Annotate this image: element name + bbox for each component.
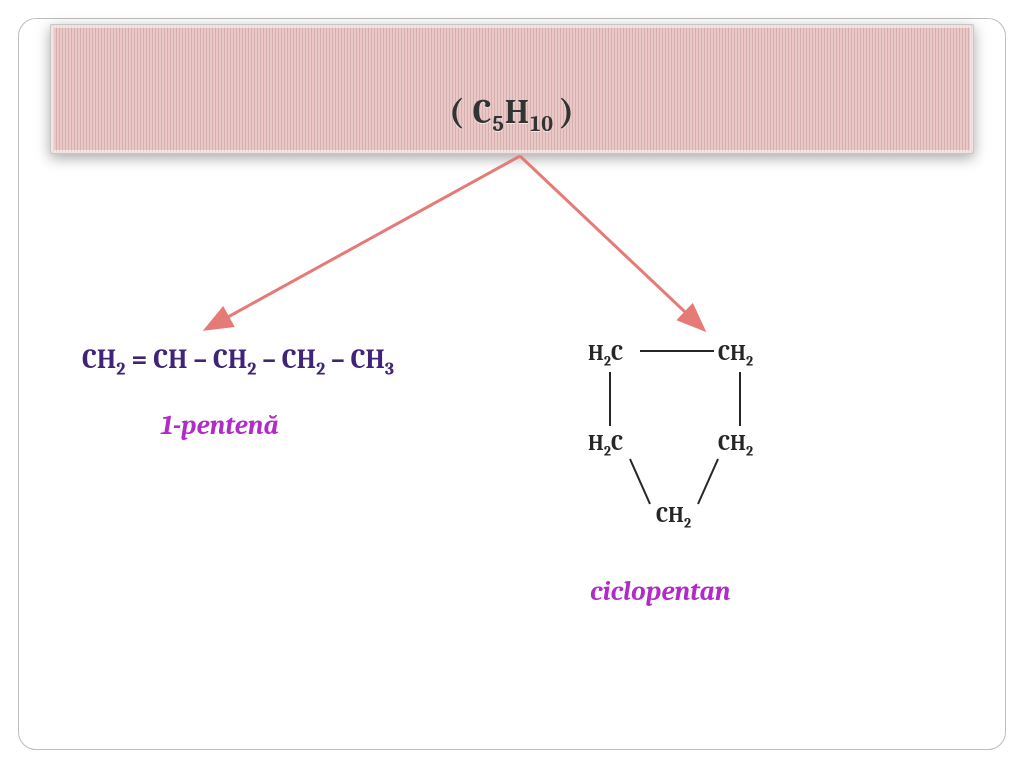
pentene-label: 1-pentenă — [161, 410, 279, 441]
slide: ( C5H10 ) CH2 = CH – CH2 – CH2 – CH3 1-p… — [0, 0, 1024, 768]
cyc-node-mid_right: CH2 — [718, 430, 753, 459]
cyclopentane-label: ciclopentan — [590, 576, 730, 607]
cyc-node-mid_left: H2C — [588, 430, 623, 459]
formula-banner: ( C5H10 ) — [50, 24, 974, 154]
pentene-formula: CH2 = CH – CH2 – CH2 – CH3 — [82, 344, 394, 379]
cyc-node-bottom: CH2 — [656, 502, 691, 531]
cyc-node-top_right: CH2 — [718, 340, 753, 369]
molecular-formula: ( C5H10 ) — [449, 92, 575, 137]
cyc-node-top_left: H2C — [588, 340, 623, 369]
